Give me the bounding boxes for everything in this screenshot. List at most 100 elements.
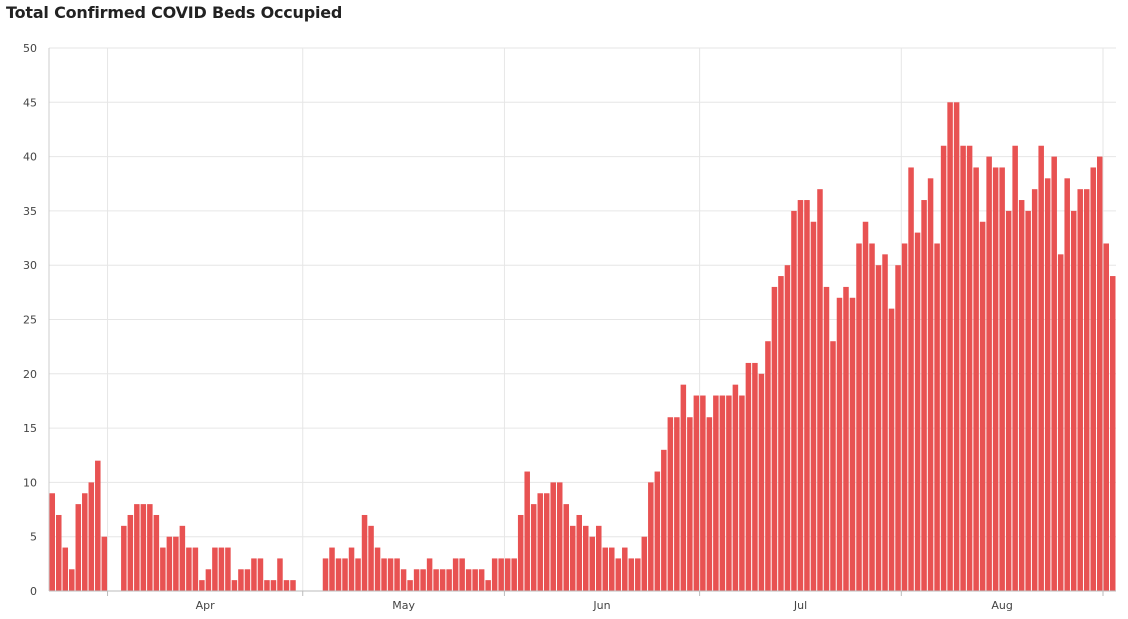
bar	[420, 569, 426, 591]
chart-title: Total Confirmed COVID Beds Occupied	[6, 3, 343, 22]
bar	[485, 580, 491, 591]
bar	[1109, 276, 1116, 591]
bar	[381, 558, 387, 591]
bar	[556, 482, 563, 591]
bar	[368, 525, 374, 591]
bar	[726, 395, 732, 591]
y-tick-label: 5	[30, 531, 37, 544]
bar	[745, 362, 752, 591]
bar	[244, 569, 251, 591]
bar	[147, 504, 153, 591]
bar	[225, 547, 231, 591]
y-axis-labels: 0 5 10 15 20 25 30 35 40 45 50	[23, 42, 37, 598]
bar	[732, 384, 739, 591]
bar	[856, 243, 862, 592]
bar	[1096, 156, 1103, 591]
bar	[1077, 189, 1083, 591]
bar	[446, 569, 452, 591]
bar	[283, 580, 290, 591]
bar	[882, 254, 888, 591]
bar	[1083, 189, 1090, 591]
x-tick-label: May	[392, 599, 415, 612]
bar	[511, 558, 517, 591]
bar	[69, 569, 75, 591]
bar	[765, 341, 771, 591]
x-tick-label: Apr	[196, 599, 216, 612]
bar	[348, 547, 355, 591]
bar	[895, 265, 901, 591]
bar	[986, 156, 992, 591]
bar	[407, 580, 413, 591]
bar	[628, 558, 635, 591]
bar	[335, 558, 342, 591]
bar	[277, 558, 283, 591]
bar	[322, 558, 329, 591]
bar	[817, 189, 823, 591]
bar	[609, 547, 615, 591]
bar	[810, 221, 817, 591]
bar	[758, 373, 765, 591]
bar	[1051, 156, 1057, 591]
bar	[1012, 145, 1018, 592]
bar	[901, 243, 908, 592]
bar	[218, 547, 225, 591]
bar	[212, 547, 218, 591]
bar	[771, 286, 778, 591]
y-tick-label: 20	[23, 368, 37, 381]
bar	[517, 514, 524, 591]
bar	[569, 525, 576, 591]
bar	[504, 558, 511, 591]
x-tick-label: Jul	[793, 599, 807, 612]
bar	[205, 569, 212, 591]
bar	[186, 547, 192, 591]
y-tick-label: 35	[23, 205, 37, 218]
bar	[498, 558, 504, 591]
bar	[1044, 178, 1051, 591]
bar	[134, 504, 140, 591]
bar	[921, 200, 927, 592]
bar	[270, 580, 277, 591]
bar	[576, 514, 582, 591]
bar	[992, 167, 999, 591]
bar	[687, 417, 693, 591]
bar	[706, 417, 713, 591]
bar	[452, 558, 459, 591]
bar	[121, 525, 127, 591]
bar	[173, 536, 179, 591]
bar	[713, 395, 719, 591]
bar	[843, 286, 849, 591]
y-tick-label: 30	[23, 259, 37, 272]
bar	[602, 547, 609, 591]
bar	[426, 558, 433, 591]
bar	[257, 558, 264, 591]
bar	[166, 536, 173, 591]
bars	[49, 102, 1116, 592]
bar	[192, 547, 199, 591]
bar	[888, 308, 895, 591]
bar	[693, 395, 700, 591]
bar	[973, 167, 979, 591]
bar	[947, 102, 953, 592]
x-tick-label: Aug	[991, 599, 1012, 612]
bar	[908, 167, 914, 591]
bar	[82, 493, 88, 591]
bar	[791, 210, 797, 591]
bar	[953, 102, 960, 592]
bar	[797, 200, 804, 592]
bar	[472, 569, 478, 591]
bar	[589, 536, 596, 591]
bar	[264, 580, 270, 591]
bar	[1064, 178, 1070, 591]
bar	[661, 449, 667, 591]
bar	[433, 569, 439, 591]
y-tick-label: 10	[23, 476, 37, 489]
bar	[524, 471, 530, 591]
bar	[400, 569, 407, 591]
bar	[622, 547, 628, 591]
bar	[1070, 210, 1077, 591]
bar	[674, 417, 680, 591]
bar	[680, 384, 687, 591]
bar	[550, 482, 556, 591]
bar	[387, 558, 394, 591]
bar	[778, 276, 784, 591]
